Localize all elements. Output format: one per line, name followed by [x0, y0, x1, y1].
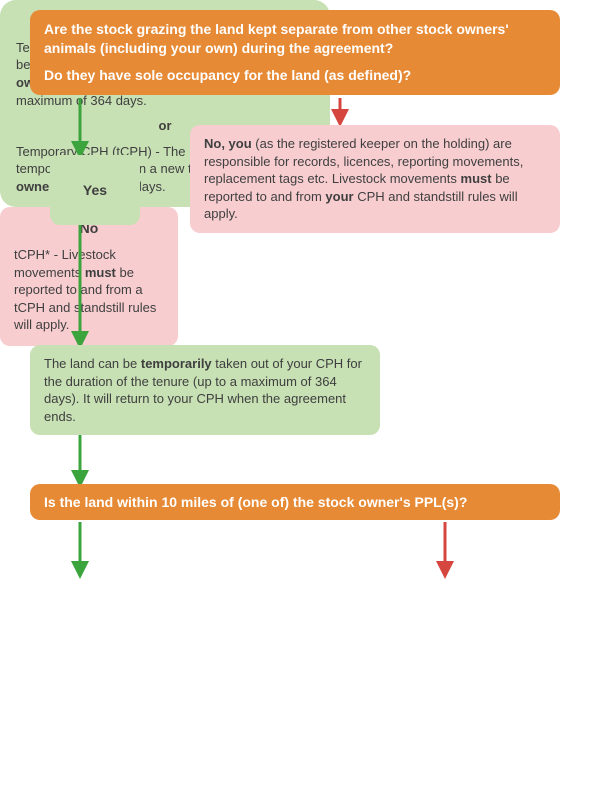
question-2-text: Is the land within 10 miles of (one of) … — [44, 494, 467, 510]
flowchart-container: Are the stock grazing the land kept sepa… — [0, 0, 589, 786]
question-2: Is the land within 10 miles of (one of) … — [30, 484, 560, 520]
no-2-body: tCPH* - Livestock movements must be repo… — [14, 246, 164, 334]
temp-a: The land can be — [44, 356, 141, 371]
yes-1-box: Yes — [50, 155, 140, 225]
temporary-box: The land can be temporarily taken out of… — [30, 345, 380, 435]
question-1-line1: Are the stock grazing the land kept sepa… — [44, 20, 546, 58]
question-1-line2: Do they have sole occupancy for the land… — [44, 66, 546, 85]
no-1-lead: No, you — [204, 136, 252, 151]
no-1-must: must — [461, 171, 492, 186]
question-1: Are the stock grazing the land kept sepa… — [30, 10, 560, 95]
no-2-must: must — [85, 265, 116, 280]
temp-word: temporarily — [141, 356, 212, 371]
yes-1-label: Yes — [83, 182, 107, 198]
no-1-your: your — [325, 189, 353, 204]
no-1-box: No, you (as the registered keeper on the… — [190, 125, 560, 233]
no-2-box: No tCPH* - Livestock movements must be r… — [0, 207, 178, 346]
